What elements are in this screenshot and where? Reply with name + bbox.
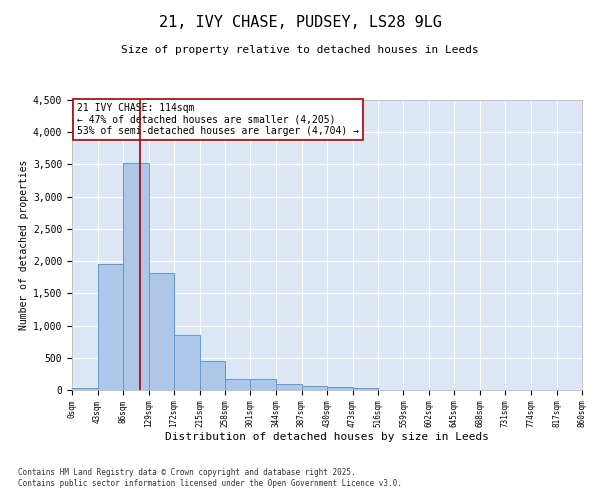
Bar [123,162,149,390]
Bar [97,264,123,390]
Text: 21, IVY CHASE, PUDSEY, LS28 9LG: 21, IVY CHASE, PUDSEY, LS28 9LG [158,15,442,30]
Bar [72,388,97,390]
Bar [302,386,327,390]
Text: 21 IVY CHASE: 114sqm
← 47% of detached houses are smaller (4,205)
53% of semi-de: 21 IVY CHASE: 114sqm ← 47% of detached h… [77,103,359,136]
Y-axis label: Number of detached properties: Number of detached properties [19,160,29,330]
Bar [251,378,276,390]
Bar [353,388,378,390]
Bar [225,378,251,390]
X-axis label: Distribution of detached houses by size in Leeds: Distribution of detached houses by size … [165,432,489,442]
Bar [149,274,174,390]
Text: Contains HM Land Registry data © Crown copyright and database right 2025.
Contai: Contains HM Land Registry data © Crown c… [18,468,402,487]
Text: Size of property relative to detached houses in Leeds: Size of property relative to detached ho… [121,45,479,55]
Bar [276,384,302,390]
Bar [199,360,225,390]
Bar [327,388,353,390]
Bar [174,335,199,390]
